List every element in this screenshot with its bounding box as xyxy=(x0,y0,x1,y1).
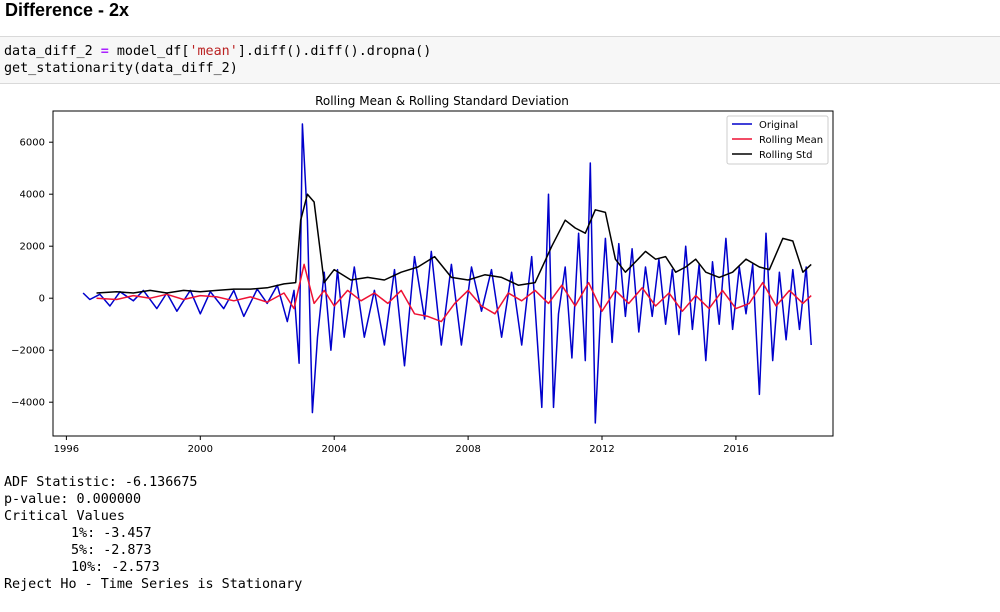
y-axis: 6000 4000 2000 0 −2000 −4000 xyxy=(11,138,53,409)
code-editor[interactable]: data_diff_2 = model_df['mean'].diff().di… xyxy=(0,37,1000,77)
code-line-2: get_stationarity(data_diff_2) xyxy=(4,61,238,76)
y-tick-label: −4000 xyxy=(11,398,45,409)
x-axis: 1996 2000 2004 2008 2012 2016 xyxy=(54,436,749,455)
chart-title: Rolling Mean & Rolling Standard Deviatio… xyxy=(315,94,569,108)
y-tick-label: 2000 xyxy=(20,242,45,253)
chart-output: Rolling Mean & Rolling Standard Deviatio… xyxy=(0,88,1000,458)
series-line-rolling-mean xyxy=(96,263,812,323)
x-tick-label: 2000 xyxy=(188,444,213,455)
stationarity-conclusion: Reject Ho - Time Series is Stationary xyxy=(4,577,303,592)
series-line-rolling-std xyxy=(96,193,812,294)
plot-lines xyxy=(82,123,812,424)
y-tick-label: 6000 xyxy=(20,138,45,149)
series-line-original xyxy=(82,123,812,424)
code-cell[interactable]: data_diff_2 = model_df['mean'].diff().di… xyxy=(0,36,1000,84)
legend-box xyxy=(726,115,829,165)
stationarity-output: ADF Statistic: -6.136675 p-value: 0.0000… xyxy=(4,474,302,593)
code-chain: ].diff().diff().dropna() xyxy=(237,44,432,59)
y-tick-label: 4000 xyxy=(20,190,45,201)
legend-label-original: Original xyxy=(759,120,798,131)
y-tick-label: 0 xyxy=(39,294,45,305)
critical-value-1pct: 1%: -3.457 xyxy=(71,526,152,541)
code-call: model_df[ xyxy=(108,44,190,59)
critical-value-5pct: 5%: -2.873 xyxy=(71,543,152,558)
y-tick-label: −2000 xyxy=(11,346,45,357)
legend-label-rolling-std: Rolling Std xyxy=(759,150,812,161)
x-tick-label: 2016 xyxy=(723,444,748,455)
adf-statistic: ADF Statistic: -6.136675 xyxy=(4,475,198,490)
x-tick-label: 2004 xyxy=(321,444,346,455)
legend: Original Rolling Mean Rolling Std xyxy=(726,115,829,165)
critical-value-10pct: 10%: -2.573 xyxy=(71,560,160,575)
critical-values-header: Critical Values xyxy=(4,509,125,524)
rolling-stats-chart: Rolling Mean & Rolling Standard Deviatio… xyxy=(11,94,834,455)
code-var: data_diff_2 xyxy=(4,44,101,59)
code-string: 'mean' xyxy=(189,44,238,59)
legend-label-rolling-mean: Rolling Mean xyxy=(759,135,823,146)
x-tick-label: 1996 xyxy=(54,444,79,455)
p-value: p-value: 0.000000 xyxy=(4,492,142,507)
plot-frame xyxy=(52,110,834,437)
cell-heading: Difference - 2x xyxy=(5,0,130,20)
x-tick-label: 2008 xyxy=(455,444,480,455)
x-tick-label: 2012 xyxy=(589,444,614,455)
code-operator: = xyxy=(100,44,109,59)
